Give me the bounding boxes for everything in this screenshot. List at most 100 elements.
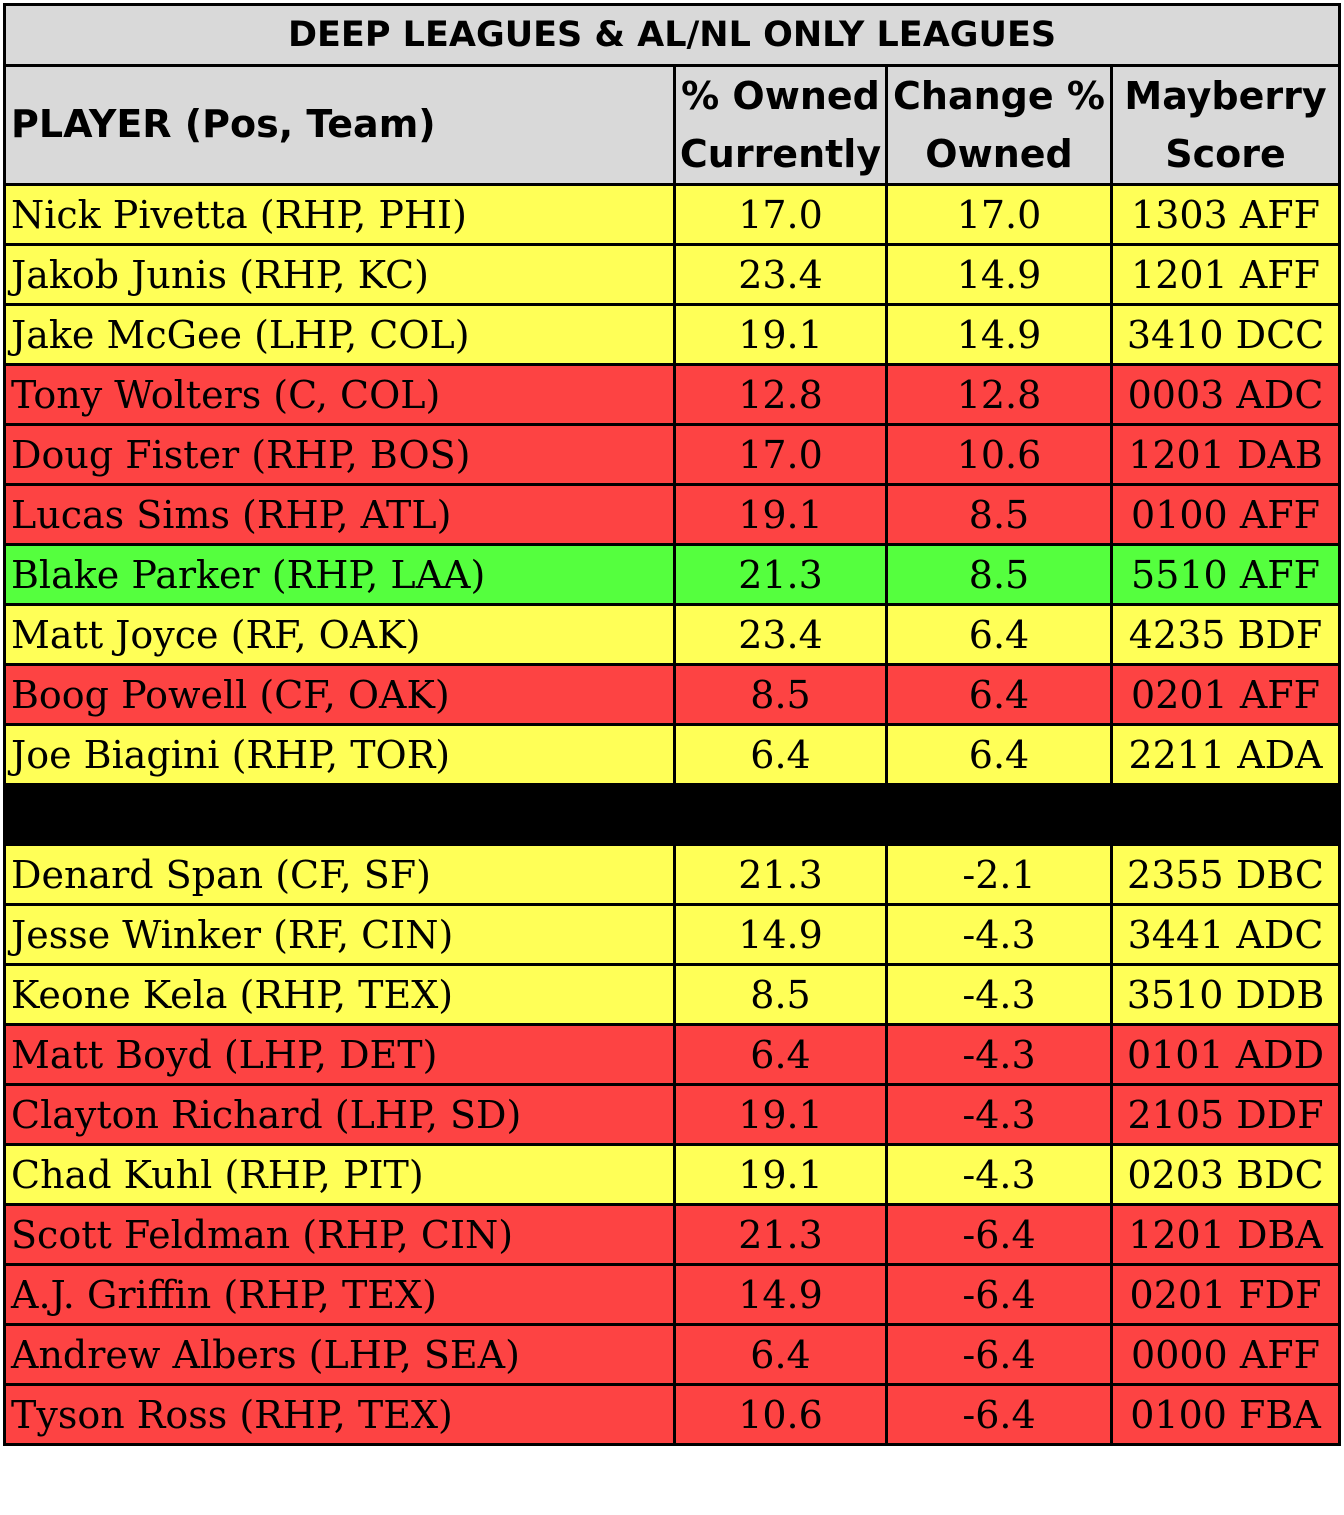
mayberry-score-cell: 1201 DBA: [1109, 1203, 1342, 1266]
table-row: Denard Span (CF, SF) 21.3 -2.1 2355 DBC: [3, 843, 1342, 906]
player-name-cell: Jesse Winker (RF, CIN): [3, 903, 676, 966]
owned-percent-cell: 19.1: [673, 483, 888, 546]
mayberry-score-cell: 3510 DDB: [1109, 963, 1342, 1026]
player-name-cell: Denard Span (CF, SF): [3, 843, 676, 906]
change-percent-cell: 14.9: [885, 303, 1113, 366]
change-percent-cell: 8.5: [885, 483, 1113, 546]
owned-percent-cell: 19.1: [673, 303, 888, 366]
owned-percent-cell: 19.1: [673, 1083, 888, 1146]
player-name-cell: Clayton Richard (LHP, SD): [3, 1083, 676, 1146]
player-name-cell: A.J. Griffin (RHP, TEX): [3, 1263, 676, 1326]
owned-percent-cell: 23.4: [673, 243, 888, 306]
owned-header-line1: % Owned: [681, 74, 880, 118]
player-name-cell: Jakob Junis (RHP, KC): [3, 243, 676, 306]
mayberry-score-cell: 0000 AFF: [1109, 1323, 1342, 1386]
table-row: Lucas Sims (RHP, ATL) 19.1 8.5 0100 AFF: [3, 483, 1342, 546]
table-row: Chad Kuhl (RHP, PIT) 19.1 -4.3 0203 BDC: [3, 1143, 1342, 1206]
player-name-cell: Blake Parker (RHP, LAA): [3, 543, 676, 606]
change-percent-cell: -6.4: [885, 1263, 1113, 1326]
owned-column-header: % Owned Currently: [673, 64, 888, 186]
mayberry-score-cell: 0201 AFF: [1109, 663, 1342, 726]
owned-percent-cell: 8.5: [673, 963, 888, 1026]
mayberry-score-cell: 0203 BDC: [1109, 1143, 1342, 1206]
change-percent-cell: -2.1: [885, 843, 1113, 906]
mayberry-score-cell: 0101 ADD: [1109, 1023, 1342, 1086]
change-percent-cell: 10.6: [885, 423, 1113, 486]
player-name-cell: Tyson Ross (RHP, TEX): [3, 1383, 676, 1446]
owned-percent-cell: 19.1: [673, 1143, 888, 1206]
table-title: DEEP LEAGUES & AL/NL ONLY LEAGUES: [2, 3, 1342, 67]
table-row: Nick Pivetta (RHP, PHI) 17.0 17.0 1303 AFF: [3, 183, 1342, 246]
owned-percent-cell: 17.0: [673, 423, 888, 486]
mayberry-header-line2: Score: [1165, 132, 1286, 176]
table-row: A.J. Griffin (RHP, TEX) 14.9 -6.4 0201 FDF: [3, 1263, 1342, 1326]
table-row: Blake Parker (RHP, LAA) 21.3 8.5 5510 AFF: [3, 543, 1342, 606]
table-row: Joe Biagini (RHP, TOR) 6.4 6.4 2211 ADA: [3, 723, 1342, 786]
player-name-cell: Matt Joyce (RF, OAK): [3, 603, 676, 666]
table-row: Scott Feldman (RHP, CIN) 21.3 -6.4 1201 DBA: [3, 1203, 1342, 1266]
change-percent-cell: 14.9: [885, 243, 1113, 306]
change-percent-cell: 6.4: [885, 663, 1113, 726]
owned-percent-cell: 10.6: [673, 1383, 888, 1446]
mayberry-score-cell: 0100 AFF: [1109, 483, 1342, 546]
change-percent-cell: 6.4: [885, 723, 1113, 786]
player-name-cell: Keone Kela (RHP, TEX): [3, 963, 676, 1026]
player-name-cell: Scott Feldman (RHP, CIN): [3, 1203, 676, 1266]
mayberry-column-header: Mayberry Score: [1109, 64, 1342, 186]
mayberry-score-cell: 0003 ADC: [1109, 363, 1342, 426]
change-percent-cell: -4.3: [885, 903, 1113, 966]
change-percent-cell: 12.8: [885, 363, 1113, 426]
mayberry-header-line1: Mayberry: [1124, 74, 1327, 118]
separator-bar: [2, 783, 1342, 846]
player-name-cell: Chad Kuhl (RHP, PIT): [3, 1143, 676, 1206]
change-percent-cell: -6.4: [885, 1323, 1113, 1386]
change-percent-cell: -6.4: [885, 1383, 1113, 1446]
table-row: Matt Joyce (RF, OAK) 23.4 6.4 4235 BDF: [3, 603, 1342, 666]
owned-percent-cell: 23.4: [673, 603, 888, 666]
owned-percent-cell: 14.9: [673, 903, 888, 966]
player-column-header: PLAYER (Pos, Team): [3, 64, 676, 186]
player-name-cell: Lucas Sims (RHP, ATL): [3, 483, 676, 546]
player-name-cell: Jake McGee (LHP, COL): [3, 303, 676, 366]
change-column-header: Change % Owned: [885, 64, 1113, 186]
title-row: DEEP LEAGUES & AL/NL ONLY LEAGUES: [2, 3, 1342, 67]
owned-percent-cell: 6.4: [673, 1023, 888, 1086]
player-name-cell: Boog Powell (CF, OAK): [3, 663, 676, 726]
table-row: Keone Kela (RHP, TEX) 8.5 -4.3 3510 DDB: [3, 963, 1342, 1026]
table-row: Boog Powell (CF, OAK) 8.5 6.4 0201 AFF: [3, 663, 1342, 726]
table-row: Clayton Richard (LHP, SD) 19.1 -4.3 2105 DD…: [3, 1083, 1342, 1146]
owned-percent-cell: 6.4: [673, 1323, 888, 1386]
mayberry-score-cell: 3410 DCC: [1109, 303, 1342, 366]
table-row: Tony Wolters (C, COL) 12.8 12.8 0003 ADC: [3, 363, 1342, 426]
table-row: Tyson Ross (RHP, TEX) 10.6 -6.4 0100 FBA: [3, 1383, 1342, 1446]
table-row: Jesse Winker (RF, CIN) 14.9 -4.3 3441 ADC: [3, 903, 1342, 966]
change-percent-cell: -4.3: [885, 1083, 1113, 1146]
player-name-cell: Nick Pivetta (RHP, PHI): [3, 183, 676, 246]
owned-header-line2: Currently: [679, 132, 882, 176]
mayberry-score-cell: 0201 FDF: [1109, 1263, 1342, 1326]
player-name-cell: Tony Wolters (C, COL): [3, 363, 676, 426]
table-row: Jake McGee (LHP, COL) 19.1 14.9 3410 DCC: [3, 303, 1342, 366]
mayberry-score-cell: 1201 AFF: [1109, 243, 1342, 306]
mayberry-score-cell: 5510 AFF: [1109, 543, 1342, 606]
owned-percent-cell: 21.3: [673, 543, 888, 606]
mayberry-score-cell: 2211 ADA: [1109, 723, 1342, 786]
table-row: Matt Boyd (LHP, DET) 6.4 -4.3 0101 ADD: [3, 1023, 1342, 1086]
owned-percent-cell: 6.4: [673, 723, 888, 786]
owned-percent-cell: 21.3: [673, 1203, 888, 1266]
ownership-table: DEEP LEAGUES & AL/NL ONLY LEAGUES PLAYER…: [2, 3, 1342, 1446]
table-row: Andrew Albers (LHP, SEA) 6.4 -6.4 0000 AFF: [3, 1323, 1342, 1386]
mayberry-score-cell: 2355 DBC: [1109, 843, 1342, 906]
owned-percent-cell: 8.5: [673, 663, 888, 726]
player-name-cell: Doug Fister (RHP, BOS): [3, 423, 676, 486]
mayberry-score-cell: 2105 DDF: [1109, 1083, 1342, 1146]
player-name-cell: Matt Boyd (LHP, DET): [3, 1023, 676, 1086]
change-percent-cell: 6.4: [885, 603, 1113, 666]
table-row: Jakob Junis (RHP, KC) 23.4 14.9 1201 AFF: [3, 243, 1342, 306]
mayberry-score-cell: 0100 FBA: [1109, 1383, 1342, 1446]
change-header-line2: Owned: [925, 132, 1073, 176]
owned-percent-cell: 14.9: [673, 1263, 888, 1326]
table-row: Doug Fister (RHP, BOS) 17.0 10.6 1201 DAB: [3, 423, 1342, 486]
mayberry-score-cell: 3441 ADC: [1109, 903, 1342, 966]
mayberry-score-cell: 1201 DAB: [1109, 423, 1342, 486]
